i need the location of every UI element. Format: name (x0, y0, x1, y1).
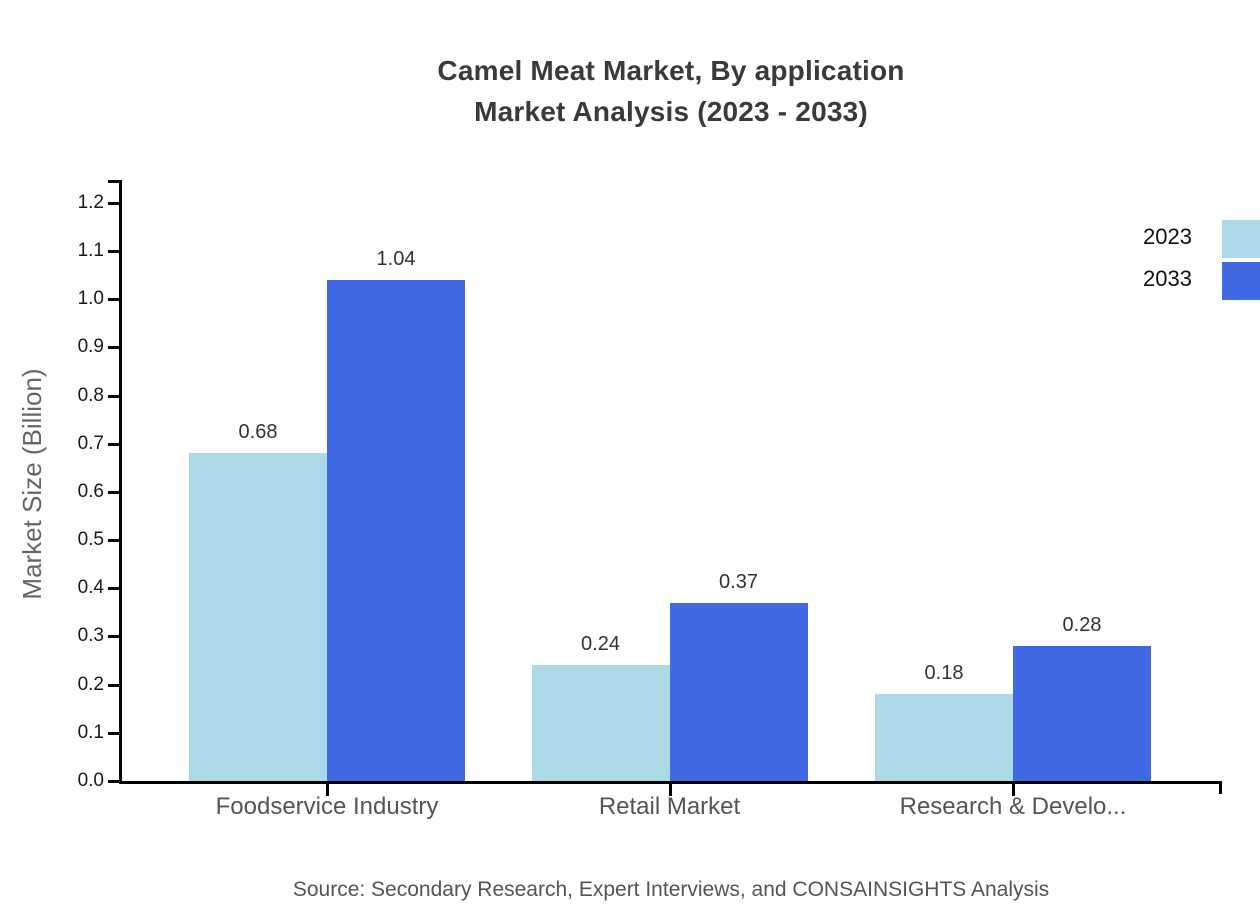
y-axis-tick-label: 0.4 (77, 577, 104, 599)
bar-2023-2 (875, 694, 1013, 781)
bar-value-label: 0.68 (238, 421, 278, 444)
y-axis-tick (108, 442, 119, 446)
y-axis-tick (108, 683, 119, 687)
x-axis-tick (326, 784, 329, 796)
y-axis-tick (108, 346, 119, 350)
category-label: Foodservice Industry (215, 793, 439, 820)
y-axis-tick (108, 394, 119, 398)
y-axis-tick-label: 0.9 (77, 336, 104, 358)
y-axis-tick (108, 250, 119, 254)
y-axis-tick-label: 1.0 (77, 288, 104, 310)
source-text: Source: Secondary Research, Expert Inter… (292, 878, 1050, 901)
bar-value-label: 0.28 (1062, 614, 1102, 637)
bar-2033-2 (1013, 646, 1151, 781)
y-axis-tick (108, 298, 119, 302)
chart-title-line2: Market Analysis (2023 - 2033) (474, 96, 868, 127)
y-axis-tick-label: 0.5 (77, 529, 104, 551)
bar-2023-1 (531, 665, 670, 781)
y-axis-tick-label: 0.2 (77, 673, 104, 695)
y-axis-tick-label: 0.3 (77, 625, 104, 647)
x-axis-tick (668, 784, 672, 796)
y-axis-tick (108, 635, 119, 639)
bar-2023-0 (189, 453, 327, 781)
bar-value-label: 0.24 (581, 633, 620, 656)
x-axis-line (119, 781, 1222, 784)
y-axis-tick (108, 201, 119, 205)
y-axis-tick (108, 490, 119, 494)
bar-2033-0 (327, 280, 465, 781)
y-axis-tick-label: 1.2 (77, 191, 104, 213)
legend-label-2023: 2023 (1143, 224, 1192, 249)
chart-title-line1: Camel Meat Market, By application (437, 55, 905, 86)
y-axis-tick (108, 587, 119, 591)
bar-value-label: 0.18 (924, 662, 964, 685)
y-axis-endcap-tick (108, 180, 119, 183)
chart-title: Camel Meat Market, By application Market… (120, 50, 1222, 132)
y-axis-line (119, 180, 122, 784)
y-axis-tick-label: 1.1 (77, 240, 104, 262)
y-axis-tick-label: 0.1 (77, 721, 104, 743)
bar-value-label: 1.04 (376, 248, 416, 271)
legend-swatch-2033 (1222, 262, 1260, 300)
x-axis-tick (1012, 784, 1015, 796)
bar-value-label: 0.37 (719, 570, 758, 593)
y-axis-tick-label: 0.6 (77, 480, 104, 502)
y-axis-tick (108, 780, 119, 783)
category-label: Retail Market (598, 793, 741, 820)
category-label: Research & Develo... (899, 793, 1127, 820)
legend-swatch-2023 (1222, 220, 1260, 258)
y-axis-tick-label: 0.8 (77, 384, 104, 406)
x-axis-endcap-tick (1219, 781, 1222, 794)
y-axis-tick (108, 539, 119, 543)
y-axis-tick (108, 731, 119, 735)
y-axis-tick-label: 0.0 (77, 770, 104, 791)
y-axis-tick-label: 0.7 (77, 432, 104, 454)
legend-label-2033: 2033 (1143, 266, 1192, 291)
bar-2033-1 (669, 602, 808, 781)
